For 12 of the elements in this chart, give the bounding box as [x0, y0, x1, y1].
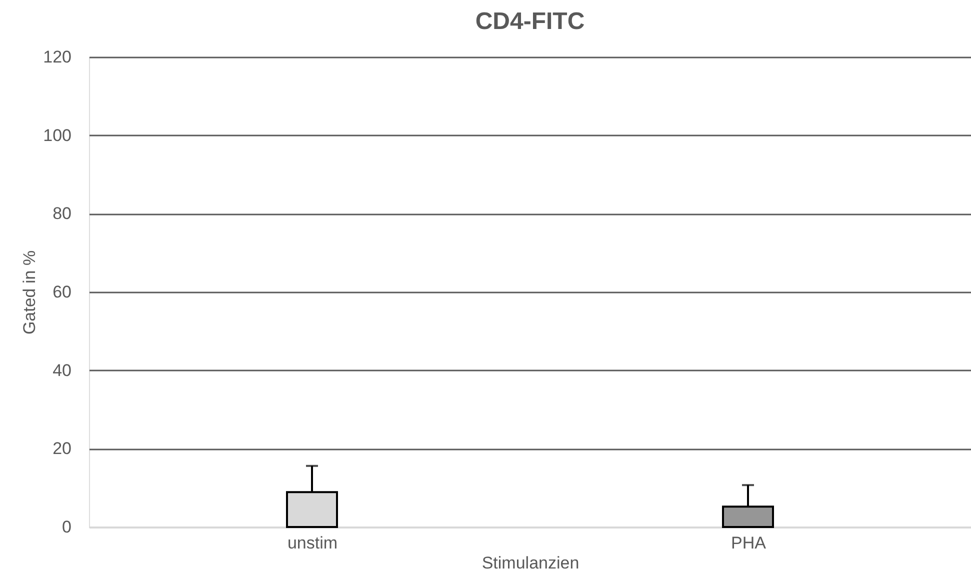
chart-title: CD4-FITC [475, 8, 585, 35]
y-tick-label: 0 [62, 518, 72, 536]
y-tick-label: 60 [52, 282, 72, 302]
y-tick-label: 40 [52, 360, 72, 380]
y-tick-label: 20 [52, 439, 72, 458]
x-tick-label: PHA [731, 534, 767, 552]
x-axis-title: Stimulanzien [482, 554, 580, 572]
y-tick-label: 80 [52, 204, 72, 224]
x-tick-label: unstim [287, 534, 338, 552]
y-tick-label: 100 [43, 126, 72, 145]
y-axis-title: Gated in % [20, 250, 40, 335]
y-tick-label: 120 [43, 48, 72, 66]
